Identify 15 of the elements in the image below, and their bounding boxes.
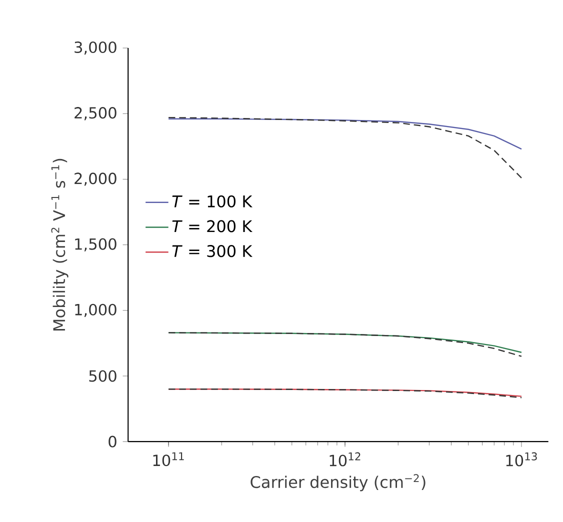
y-axis-title: Mobility (cm$^{2}$ V$^{−1}$ s$^{−1}$) [51, 159, 68, 331]
x-axis-title: Carrier density (cm$^{−2}$) [250, 474, 426, 492]
y-tick-label: 1,000 [75, 304, 116, 318]
x-tick-label: 10$^{13}$ [506, 452, 537, 466]
y-tick-label: 2,500 [74, 107, 116, 120]
y-tick-label: 2,000 [74, 172, 116, 186]
legend-label: T = 200 K [172, 220, 252, 232]
y-tick-label: 0 [108, 436, 116, 448]
legend-label: T = 100 K [172, 195, 252, 208]
x-tick-label: 10$^{12}$ [330, 452, 360, 466]
legend-label: T = 300 K [172, 245, 252, 258]
y-tick-label: 500 [89, 370, 116, 382]
x-tick-label: 10$^{11}$ [153, 452, 184, 466]
y-tick-label: 1,500 [75, 238, 116, 252]
y-tick-label: 3,000 [74, 42, 116, 55]
